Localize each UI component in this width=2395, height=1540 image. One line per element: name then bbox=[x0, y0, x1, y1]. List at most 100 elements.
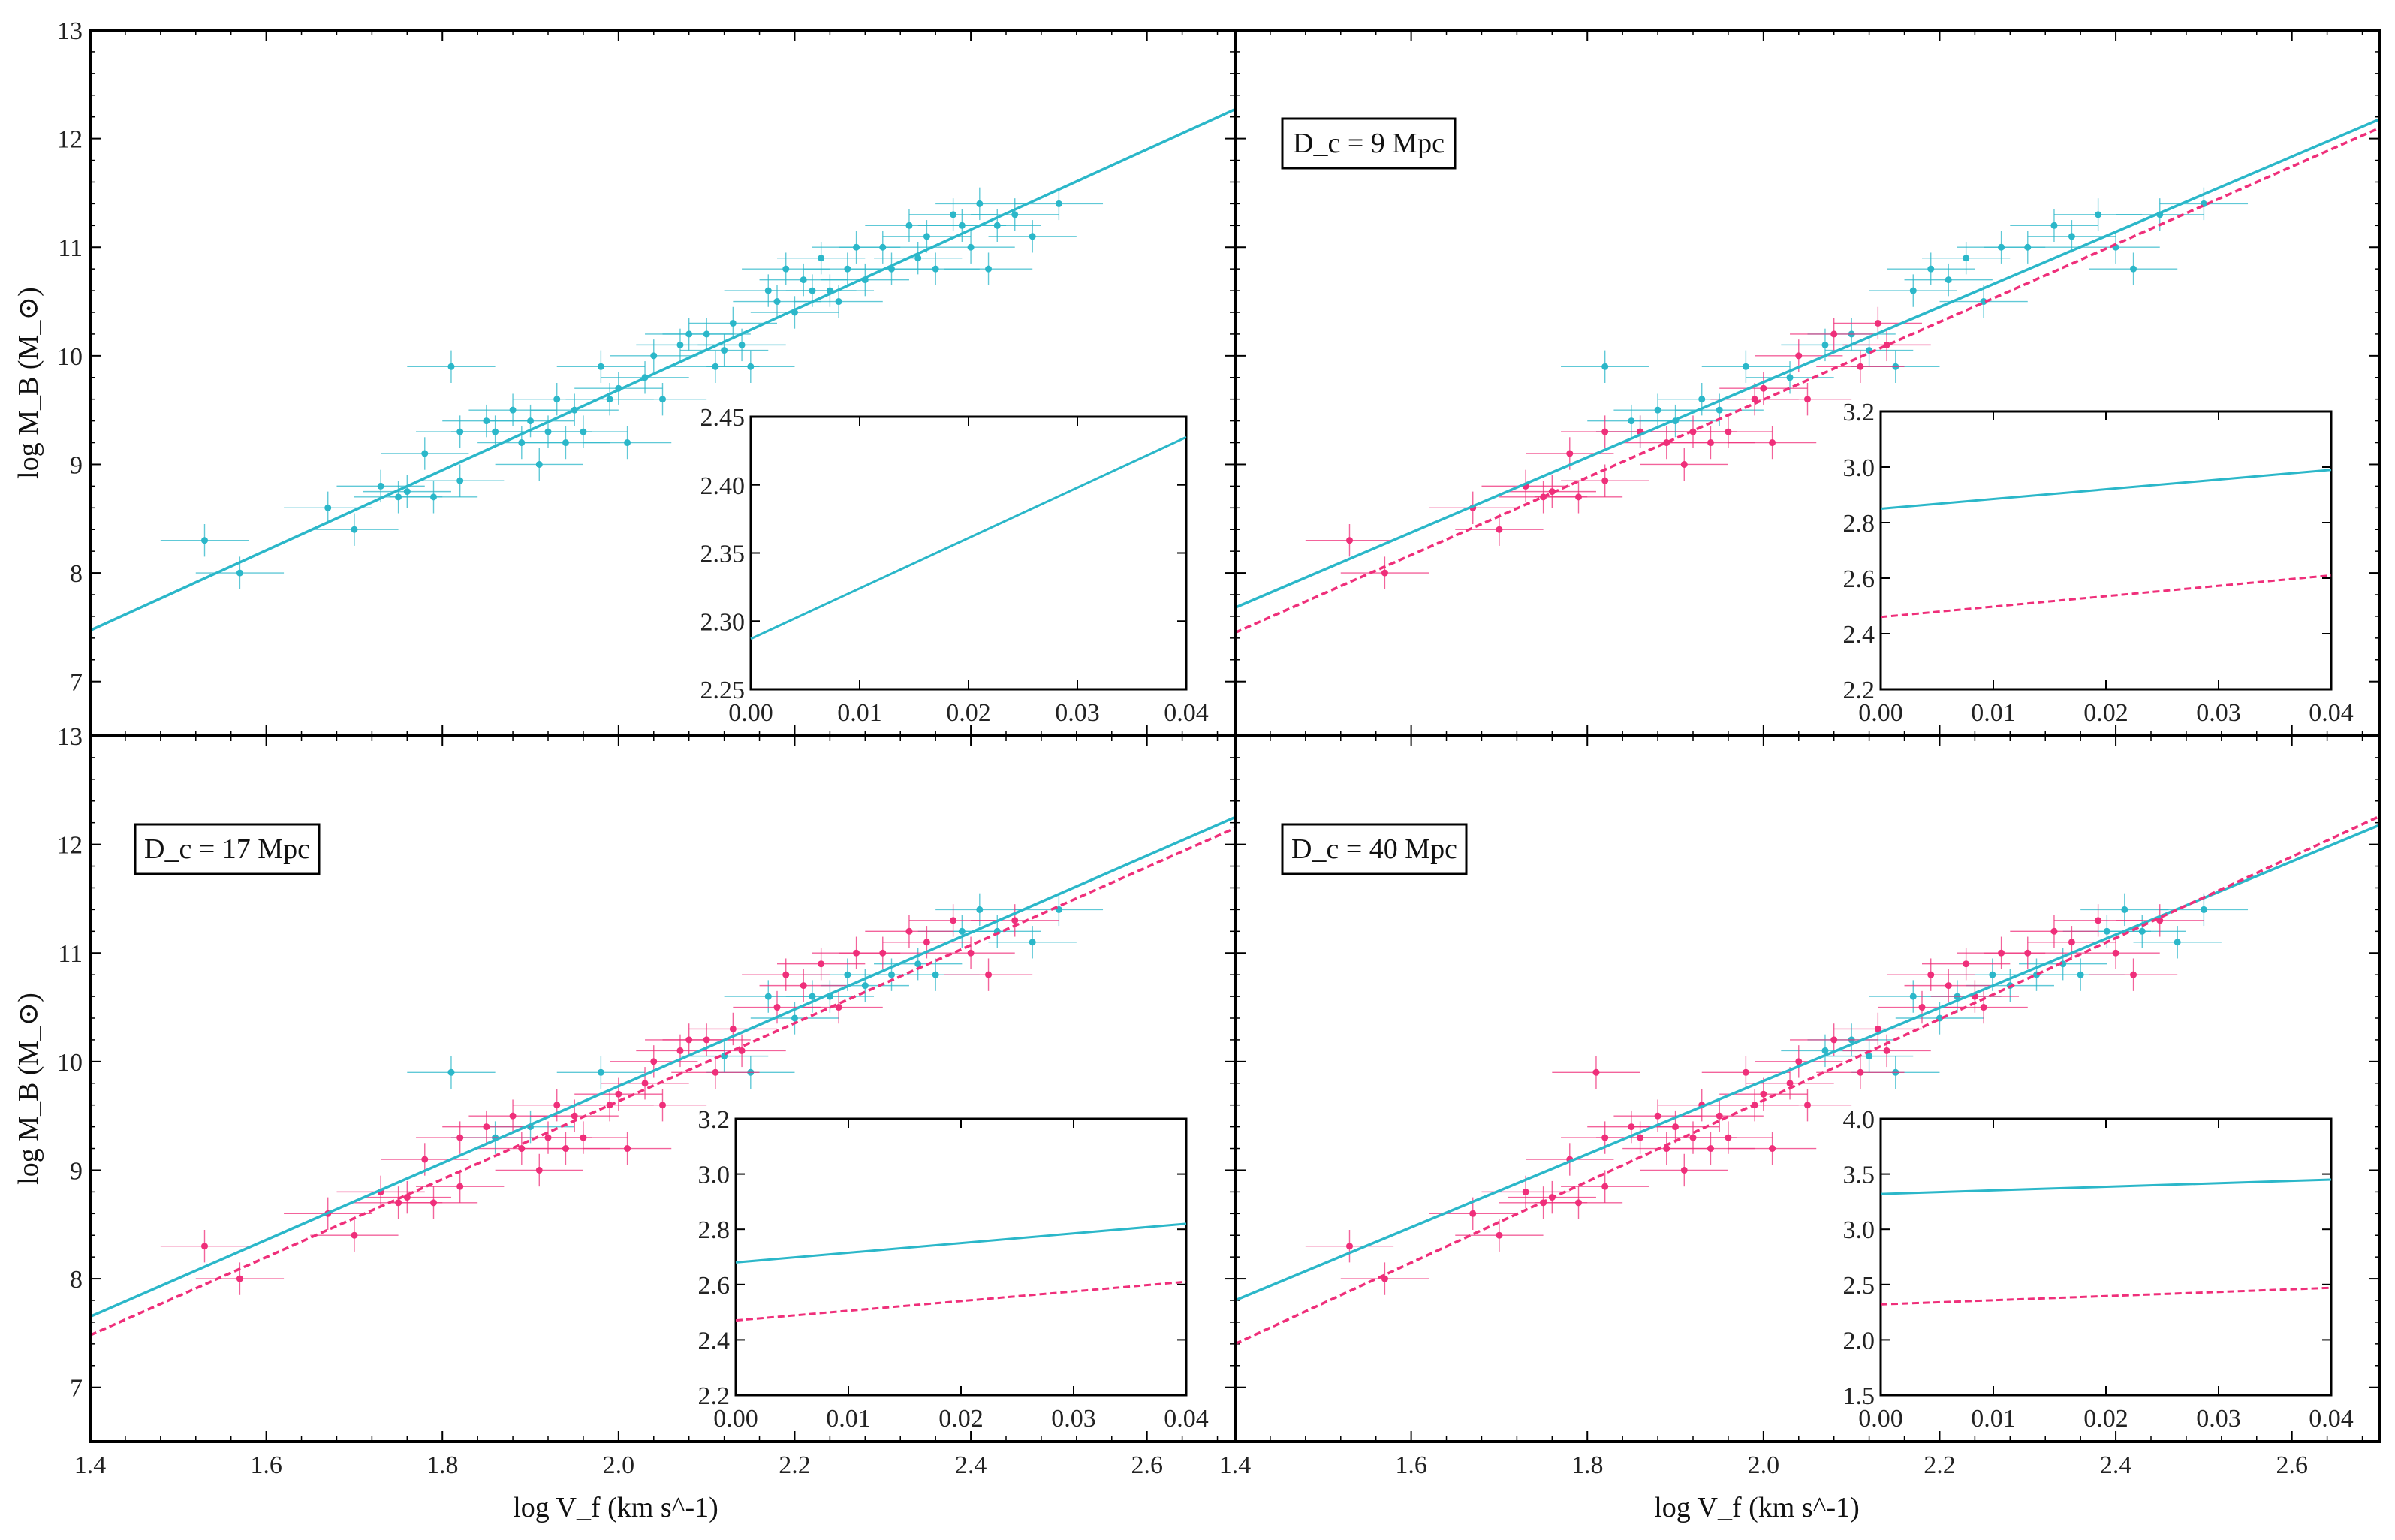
inset-line bbox=[1880, 574, 2332, 619]
x-tick-label: 2.6 bbox=[1131, 1451, 1163, 1479]
data-point bbox=[456, 477, 464, 484]
panel-label-box: D_c = 17 Mpc bbox=[134, 823, 321, 875]
inset-frame bbox=[1879, 1117, 2333, 1397]
inset-y-tick-label: 3.5 bbox=[1843, 1162, 1875, 1189]
data-point bbox=[553, 396, 561, 403]
inset-x-tick-label: 0.02 bbox=[946, 699, 991, 727]
panel-label-box: D_c = 9 Mpc bbox=[1281, 117, 1457, 170]
data-point bbox=[1496, 526, 1503, 533]
data-point bbox=[976, 200, 984, 207]
inset-y-tick-label: 1.5 bbox=[1843, 1382, 1875, 1410]
data-point bbox=[1707, 1145, 1714, 1153]
inset-line bbox=[735, 1222, 1187, 1264]
y-tick-label: 10 bbox=[57, 343, 83, 371]
data-point bbox=[606, 396, 613, 403]
data-point bbox=[914, 960, 922, 968]
x-tick-label: 2.4 bbox=[2100, 1451, 2132, 1479]
y-tick-label: 12 bbox=[57, 832, 83, 860]
inset-panel: 2.2 2.4 2.6 2.8 3.0 3.2 0.00 0.01 0.02 0.03 0.04 bbox=[1843, 399, 2354, 727]
data-point bbox=[492, 428, 499, 435]
plot-area bbox=[90, 815, 1235, 1337]
data-point bbox=[2174, 939, 2181, 946]
data-point bbox=[1601, 1183, 1609, 1190]
fit-line-cyan-fit bbox=[1235, 823, 2380, 1302]
data-point bbox=[430, 1199, 437, 1207]
inset-y-tick-label: 2.0 bbox=[1843, 1327, 1875, 1355]
data-point bbox=[1496, 1231, 1503, 1239]
inset-x-tick-label: 0.03 bbox=[2196, 699, 2241, 727]
data-point bbox=[1760, 1090, 1767, 1098]
data-point bbox=[1011, 917, 1019, 924]
data-point bbox=[782, 265, 790, 273]
data-point bbox=[2095, 211, 2102, 218]
inset-y-tick-label: 2.35 bbox=[700, 541, 746, 568]
data-point bbox=[1680, 460, 1688, 468]
panel-label: D_c = 17 Mpc bbox=[144, 833, 310, 865]
inset-y-tick-label: 3.0 bbox=[698, 1162, 731, 1189]
data-point bbox=[773, 298, 781, 306]
data-point bbox=[1786, 1080, 1794, 1087]
data-point bbox=[236, 569, 243, 577]
data-point bbox=[1874, 1025, 1881, 1032]
data-point bbox=[818, 960, 825, 968]
data-point bbox=[721, 347, 728, 354]
inset-x-tick-label: 0.04 bbox=[1164, 699, 1209, 727]
data-point bbox=[782, 971, 790, 978]
data-point bbox=[201, 1243, 208, 1250]
data-point bbox=[950, 211, 957, 218]
data-point bbox=[800, 982, 807, 990]
plot-area bbox=[90, 107, 1235, 632]
inset-line bbox=[735, 1280, 1187, 1322]
inset-x-tick-label: 0.03 bbox=[2196, 1405, 2241, 1433]
data-point bbox=[773, 1004, 781, 1011]
inset-y-tick-label: 2.8 bbox=[698, 1216, 731, 1244]
data-point bbox=[800, 276, 807, 284]
data-point bbox=[738, 1047, 746, 1054]
data-point bbox=[1821, 341, 1829, 348]
data-point bbox=[535, 460, 543, 468]
data-point bbox=[914, 255, 922, 262]
inset-y-tick-label: 2.6 bbox=[698, 1272, 731, 1300]
figure-border bbox=[89, 29, 2381, 1443]
x-tick-label: 2.4 bbox=[955, 1451, 987, 1479]
data-point bbox=[597, 363, 604, 370]
inset-y-tick-label: 2.4 bbox=[1843, 621, 1875, 649]
data-point bbox=[950, 917, 957, 924]
data-point bbox=[650, 352, 658, 360]
x-tick-label: 1.8 bbox=[1571, 1451, 1604, 1479]
panel-top-left: 7 8 9 10 11 12 13 2.25 2.30 2.35 2.40 2.45 0.00 0.01 0… bbox=[57, 17, 1235, 736]
inset-x-tick-label: 0.04 bbox=[2309, 1405, 2354, 1433]
data-point bbox=[1980, 1004, 1987, 1011]
inset-frame bbox=[1879, 410, 2333, 691]
data-point bbox=[1698, 396, 1706, 403]
inset-panel: 2.2 2.4 2.6 2.8 3.0 3.2 0.00 0.01 0.02 0.03 0.04 bbox=[698, 1106, 1209, 1433]
inset-x-tick-label: 0.00 bbox=[728, 699, 773, 727]
inset-x-tick-label: 0.02 bbox=[2083, 699, 2128, 727]
data-point bbox=[985, 971, 993, 978]
data-point bbox=[967, 243, 975, 251]
data-point bbox=[1804, 396, 1811, 403]
data-point bbox=[2130, 971, 2137, 978]
data-point bbox=[1346, 537, 1353, 544]
data-point bbox=[729, 1025, 737, 1032]
y-tick-label: 9 bbox=[70, 451, 83, 479]
data-point bbox=[1469, 1210, 1477, 1217]
label-frame bbox=[1281, 823, 1468, 875]
data-point bbox=[738, 341, 746, 348]
data-point bbox=[456, 1183, 464, 1190]
data-point bbox=[430, 493, 437, 501]
series-cyan-data bbox=[1561, 187, 2249, 448]
y-tick-label: 10 bbox=[57, 1049, 83, 1077]
y-axis-label-bottom: log M_B (M_⊙) bbox=[13, 993, 44, 1185]
data-point bbox=[483, 1123, 490, 1131]
data-point bbox=[1725, 1134, 1732, 1141]
panel-top-right: 2.2 2.4 2.6 2.8 3.0 3.2 0.00 0.01 0.02 0.03 0.04 D_… bbox=[1234, 29, 2380, 736]
inset-panel: 2.25 2.30 2.35 2.40 2.45 0.00 0.01 0.02 0.03 0.04 bbox=[700, 404, 1209, 727]
inset-y-tick-label: 2.6 bbox=[1843, 565, 1875, 593]
data-point bbox=[624, 1145, 631, 1153]
panels-group: 7 8 9 10 11 12 13 2.25 2.30 2.35 2.40 2.45 0.00 0.01 0… bbox=[57, 17, 2380, 1479]
data-point bbox=[1866, 1053, 1873, 1060]
data-point bbox=[2068, 939, 2075, 946]
data-point bbox=[641, 1080, 649, 1087]
